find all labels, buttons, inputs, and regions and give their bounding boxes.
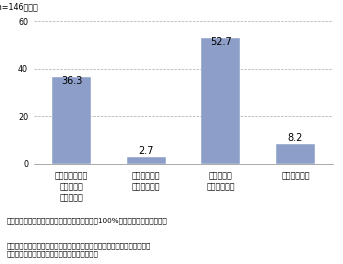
- Text: 資料：財団法人国際経済交流財団「競争環境の変化に対応した我が国産業
　の競争力強化に関する調査研究」から作成。: 資料：財団法人国際経済交流財団「競争環境の変化に対応した我が国産業 の競争力強化…: [7, 243, 151, 257]
- Bar: [201, 39, 240, 164]
- Bar: [52, 77, 91, 164]
- Text: 52.7: 52.7: [210, 37, 232, 47]
- Bar: [276, 144, 315, 164]
- Text: 備考：集計において、四捨五入の関係で合計が100%にならないことがある。: 備考：集計において、四捨五入の関係で合計が100%にならないことがある。: [7, 218, 168, 224]
- Text: 36.3: 36.3: [61, 76, 82, 86]
- Text: 2.7: 2.7: [139, 146, 154, 156]
- Bar: [127, 157, 166, 164]
- Text: （n=146、％）: （n=146、％）: [0, 2, 38, 11]
- Text: 8.2: 8.2: [288, 133, 303, 143]
